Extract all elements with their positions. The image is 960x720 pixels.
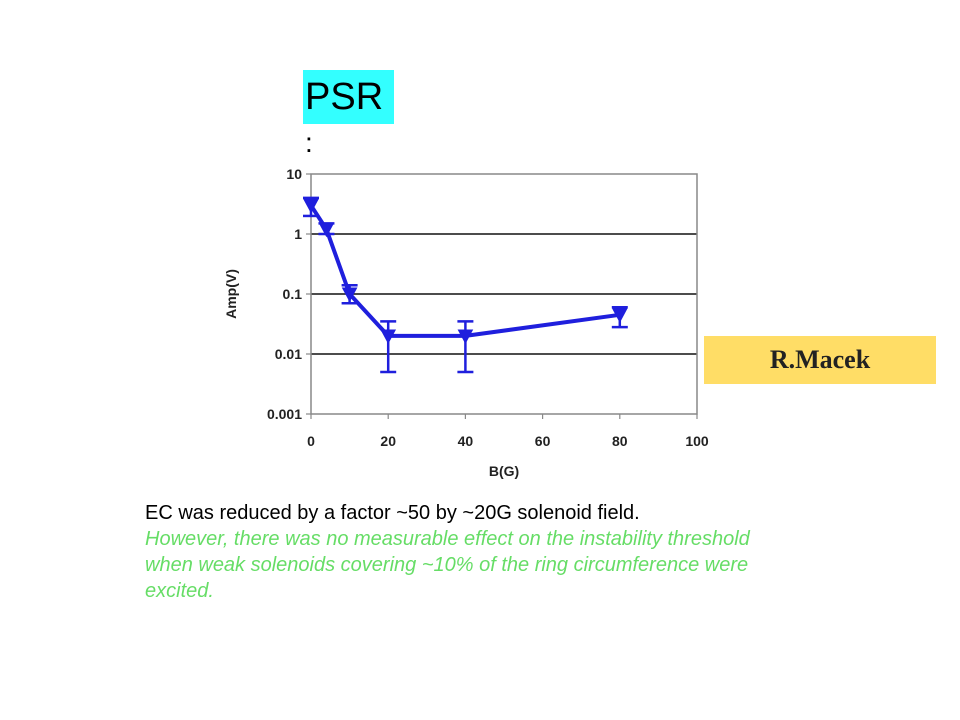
x-axis-label: B(G) xyxy=(489,463,519,479)
y-tick-label: 0.001 xyxy=(267,406,302,422)
x-tick-label: 80 xyxy=(612,433,628,449)
psr-label: PSR xyxy=(303,70,394,124)
data-point-marker xyxy=(457,329,474,344)
data-point-marker xyxy=(318,222,335,238)
y-axis-label: Amp(V) xyxy=(223,269,239,319)
data-point-marker xyxy=(303,198,319,214)
data-point-marker xyxy=(341,287,358,303)
grid-lines xyxy=(311,233,697,355)
x-tick-label: 0 xyxy=(307,433,315,449)
data-series xyxy=(303,196,628,374)
data-point-marker xyxy=(611,308,628,323)
x-tick-label: 60 xyxy=(535,433,551,449)
caption-main: EC was reduced by a factor ~50 by ~20G s… xyxy=(145,502,640,524)
author-badge: R.Macek xyxy=(704,336,936,384)
y-tick-label: 10 xyxy=(286,166,302,182)
x-tick-label: 40 xyxy=(458,433,474,449)
y-tick-label: 0.1 xyxy=(283,286,303,302)
caption-text: EC was reduced by a factor ~50 by ~20G s… xyxy=(145,500,755,604)
author-name: R.Macek xyxy=(769,345,871,374)
psr-colon: : xyxy=(305,127,313,158)
x-tick-label: 20 xyxy=(380,433,396,449)
data-point-marker xyxy=(380,329,397,344)
x-tick-label: 100 xyxy=(685,433,709,449)
series-line xyxy=(309,204,621,338)
caption-note: However, there was no measurable effect … xyxy=(145,528,750,602)
y-tick-label: 0.01 xyxy=(275,346,302,362)
y-tick-label: 1 xyxy=(294,226,302,242)
